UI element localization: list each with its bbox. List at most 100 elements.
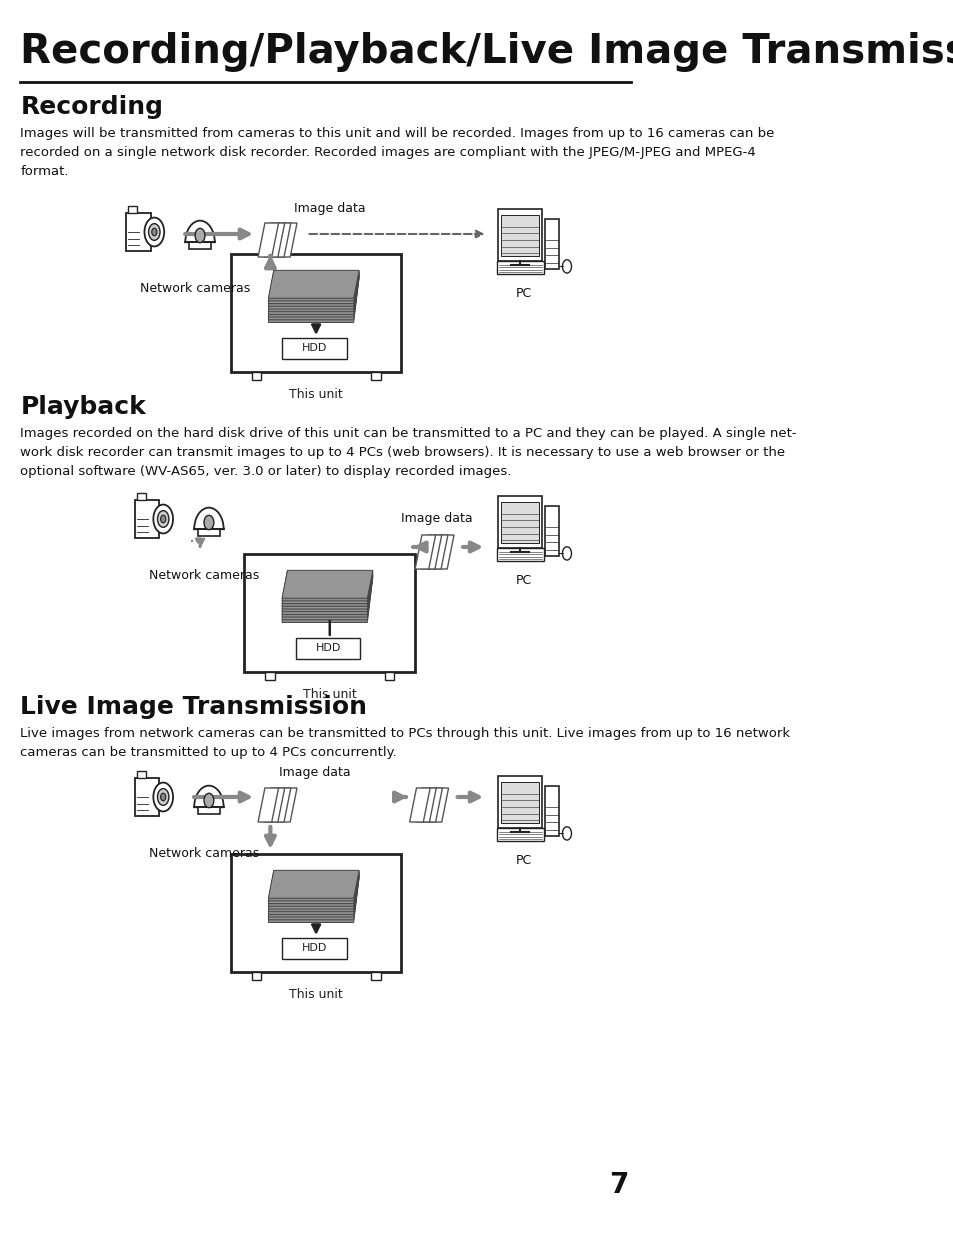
- Bar: [497, 496, 541, 548]
- Polygon shape: [268, 275, 358, 312]
- Text: Live Image Transmission: Live Image Transmission: [20, 695, 367, 719]
- Polygon shape: [421, 788, 442, 823]
- Polygon shape: [268, 877, 358, 920]
- Polygon shape: [268, 871, 358, 898]
- Circle shape: [562, 547, 571, 560]
- Polygon shape: [268, 872, 358, 903]
- Polygon shape: [268, 277, 358, 323]
- Bar: [136, 771, 146, 778]
- Bar: [126, 213, 151, 251]
- Circle shape: [204, 793, 213, 808]
- Circle shape: [152, 228, 156, 236]
- Polygon shape: [268, 276, 358, 317]
- Circle shape: [157, 789, 169, 805]
- Circle shape: [160, 515, 166, 523]
- Polygon shape: [276, 788, 296, 823]
- Circle shape: [157, 511, 169, 527]
- Polygon shape: [416, 788, 436, 823]
- Bar: [544, 506, 558, 555]
- Polygon shape: [282, 571, 373, 601]
- Bar: [198, 808, 219, 814]
- Polygon shape: [415, 534, 436, 569]
- Bar: [497, 209, 541, 261]
- Bar: [136, 494, 146, 500]
- Bar: [231, 854, 401, 972]
- Bar: [544, 787, 558, 836]
- Polygon shape: [282, 578, 373, 622]
- Bar: [497, 261, 543, 275]
- Circle shape: [562, 260, 571, 273]
- Circle shape: [204, 516, 213, 529]
- Text: Live images from network cameras can be transmitted to PCs through this unit. Li: Live images from network cameras can be …: [20, 727, 790, 760]
- Wedge shape: [185, 220, 214, 242]
- Polygon shape: [268, 277, 358, 319]
- Polygon shape: [264, 788, 284, 823]
- Polygon shape: [268, 875, 358, 912]
- Bar: [189, 242, 211, 249]
- Polygon shape: [282, 575, 373, 615]
- Bar: [371, 372, 380, 380]
- Circle shape: [195, 229, 205, 242]
- Circle shape: [562, 826, 571, 840]
- Polygon shape: [282, 574, 373, 609]
- Polygon shape: [268, 273, 358, 309]
- Polygon shape: [264, 223, 284, 257]
- Circle shape: [144, 218, 164, 246]
- Polygon shape: [282, 576, 373, 617]
- Polygon shape: [282, 571, 373, 604]
- Polygon shape: [282, 570, 373, 599]
- Bar: [231, 254, 401, 372]
- Polygon shape: [270, 788, 291, 823]
- Polygon shape: [258, 223, 278, 257]
- Polygon shape: [428, 788, 448, 823]
- Text: This unit: This unit: [289, 388, 343, 401]
- Text: HDD: HDD: [301, 344, 327, 354]
- Circle shape: [153, 783, 172, 811]
- Text: 7: 7: [608, 1171, 627, 1199]
- Polygon shape: [421, 534, 441, 569]
- Polygon shape: [409, 788, 430, 823]
- Text: Image data: Image data: [401, 512, 473, 524]
- Bar: [501, 782, 538, 823]
- Polygon shape: [282, 576, 373, 620]
- Polygon shape: [268, 873, 358, 909]
- Text: Image data: Image data: [294, 202, 365, 215]
- Polygon shape: [268, 272, 358, 307]
- Polygon shape: [268, 271, 358, 301]
- Bar: [501, 215, 538, 256]
- Polygon shape: [268, 873, 358, 907]
- Bar: [497, 548, 543, 562]
- Wedge shape: [194, 507, 223, 529]
- Text: This unit: This unit: [289, 988, 343, 1001]
- Bar: [282, 938, 347, 959]
- Polygon shape: [268, 876, 358, 917]
- Wedge shape: [194, 785, 223, 808]
- Text: Images recorded on the hard disk drive of this unit can be transmitted to a PC a: Images recorded on the hard disk drive o…: [20, 427, 797, 477]
- Bar: [497, 828, 543, 841]
- Bar: [134, 500, 159, 538]
- Text: Playback: Playback: [20, 395, 146, 419]
- Bar: [265, 672, 274, 680]
- Bar: [371, 972, 380, 980]
- Polygon shape: [282, 573, 373, 606]
- Polygon shape: [268, 877, 358, 923]
- Polygon shape: [276, 223, 296, 257]
- Polygon shape: [268, 275, 358, 314]
- Bar: [252, 372, 261, 380]
- Polygon shape: [427, 534, 447, 569]
- Polygon shape: [268, 876, 358, 914]
- Text: Network cameras: Network cameras: [149, 847, 259, 860]
- Text: This unit: This unit: [303, 688, 356, 701]
- Bar: [501, 502, 538, 543]
- Text: Recording: Recording: [20, 95, 163, 119]
- Text: Image data: Image data: [278, 766, 350, 779]
- Circle shape: [153, 505, 172, 533]
- Bar: [252, 972, 261, 980]
- Bar: [544, 219, 558, 268]
- Bar: [282, 338, 347, 359]
- Polygon shape: [268, 272, 358, 303]
- Text: PC: PC: [515, 854, 531, 867]
- Text: Network cameras: Network cameras: [149, 569, 259, 581]
- Text: Network cameras: Network cameras: [140, 282, 250, 294]
- Text: Recording/Playback/Live Image Transmission: Recording/Playback/Live Image Transmissi…: [20, 32, 953, 72]
